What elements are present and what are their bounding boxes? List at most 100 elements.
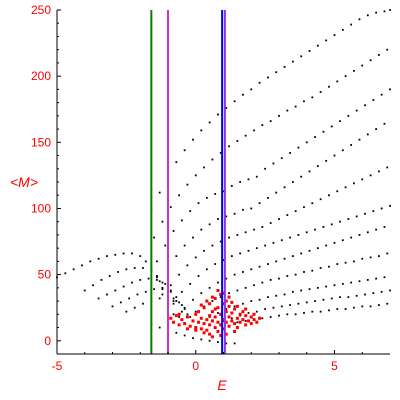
data-point [255, 247, 258, 250]
data-point [286, 214, 289, 216]
data-point [153, 236, 156, 239]
data-point [175, 161, 178, 164]
y-tick-label: 200 [31, 69, 51, 83]
data-point [222, 302, 225, 306]
data-point [252, 312, 256, 316]
data-point [283, 293, 286, 296]
data-point [294, 105, 297, 108]
data-point [303, 206, 305, 209]
data-point [369, 305, 372, 308]
data-point [305, 141, 308, 144]
data-point [253, 228, 255, 231]
data-point [172, 230, 175, 232]
data-point [161, 288, 164, 291]
data-point [175, 255, 178, 257]
data-point [213, 296, 217, 300]
data-point [389, 204, 391, 207]
data-point [242, 302, 244, 305]
data-point [224, 332, 228, 336]
data-point [303, 271, 305, 273]
data-point [208, 302, 212, 306]
data-point [202, 306, 206, 310]
data-point [244, 320, 247, 322]
data-point [250, 207, 253, 210]
data-point [258, 298, 261, 301]
data-point [297, 302, 300, 305]
data-point [199, 316, 203, 320]
data-point [250, 300, 253, 302]
data-point [369, 174, 372, 177]
data-point [144, 290, 147, 293]
data-point [386, 166, 389, 169]
data-point [300, 55, 303, 58]
data-point [286, 109, 289, 112]
data-point [364, 104, 366, 107]
y-tick-label: 50 [38, 268, 52, 282]
data-point [205, 328, 209, 332]
data-point [378, 255, 380, 257]
data-point [244, 314, 248, 318]
data-point [341, 239, 344, 242]
data-point [186, 313, 189, 316]
data-point [192, 236, 194, 239]
data-point [364, 212, 366, 215]
data-point [228, 236, 230, 239]
data-point [208, 339, 211, 342]
data-point [389, 9, 391, 11]
data-point [183, 308, 186, 310]
data-point [164, 244, 167, 247]
data-point [97, 297, 100, 300]
data-point [217, 341, 219, 343]
data-point [339, 220, 341, 223]
data-point [272, 306, 275, 309]
data-point [225, 342, 228, 345]
data-point [261, 281, 264, 284]
data-point [219, 312, 223, 316]
data-point [189, 316, 192, 318]
data-point [81, 264, 83, 267]
data-point [386, 48, 389, 51]
data-point [355, 294, 358, 297]
data-point [233, 100, 236, 103]
data-point [250, 268, 253, 271]
data-point [269, 222, 272, 224]
data-point [311, 310, 314, 313]
data-point [311, 202, 314, 205]
data-point [300, 289, 303, 292]
data-point [280, 157, 283, 160]
data-point [267, 263, 269, 265]
data-point [230, 300, 234, 304]
data-point [216, 320, 220, 324]
data-point [106, 293, 108, 296]
data-point [106, 255, 108, 257]
data-point [172, 302, 175, 305]
data-point [303, 100, 305, 103]
data-point [72, 268, 75, 271]
data-point [200, 292, 203, 295]
data-point [325, 39, 328, 42]
data-point [353, 182, 355, 185]
data-point [208, 121, 211, 124]
data-point [386, 252, 389, 255]
data-point [180, 290, 183, 293]
data-point [328, 265, 330, 268]
data-point [283, 186, 286, 189]
data-point [158, 191, 161, 194]
data-point [156, 276, 158, 279]
data-point [269, 279, 272, 281]
chart-marks [56, 9, 391, 345]
data-point [217, 281, 219, 284]
data-point [122, 252, 125, 255]
data-point [142, 267, 144, 269]
data-point [224, 320, 228, 324]
data-point [333, 284, 336, 287]
data-point [305, 231, 308, 234]
data-point [336, 308, 339, 310]
data-point [225, 215, 228, 218]
data-point [244, 231, 247, 234]
data-point [269, 120, 272, 123]
data-point [219, 333, 223, 337]
data-point [222, 291, 225, 295]
data-point [350, 236, 353, 239]
